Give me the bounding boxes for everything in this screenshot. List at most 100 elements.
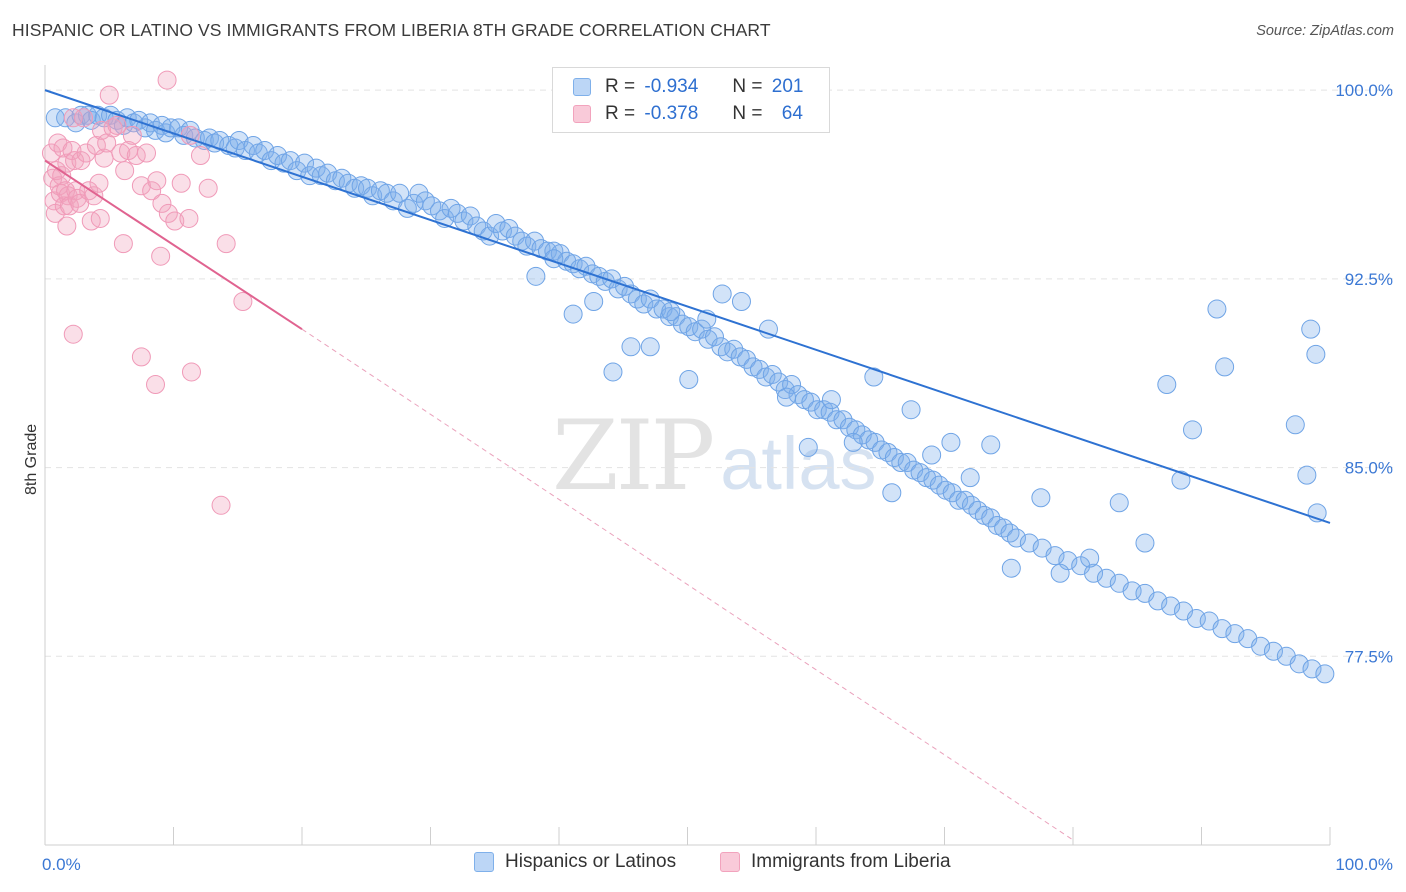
liberia-point xyxy=(181,362,201,382)
hispanic-point xyxy=(1215,357,1235,377)
hispanic-point xyxy=(994,518,1014,538)
hispanic-point xyxy=(960,468,980,488)
hispanic-point xyxy=(1109,493,1129,513)
hispanic-point xyxy=(1080,548,1100,568)
hispanic-point xyxy=(205,133,225,153)
hispanic-point xyxy=(1285,415,1305,435)
legend-n-value: 64 xyxy=(781,103,803,124)
hispanic-point xyxy=(949,490,969,510)
hispanic-point xyxy=(1171,470,1191,490)
hispanic-point xyxy=(525,231,545,251)
hispanic-point xyxy=(1050,563,1070,583)
stats-legend-row-hispanic: R = -0.934 N = 201 xyxy=(573,75,803,99)
legend-r-value: -0.934 xyxy=(644,76,699,97)
hispanic-point xyxy=(833,410,853,430)
hispanic-point xyxy=(1031,488,1051,508)
hispanic-point xyxy=(776,387,796,407)
legend-item-liberia: Immigrants from Liberia xyxy=(720,851,951,873)
hispanic-point xyxy=(634,294,654,314)
hispanic-point xyxy=(1315,664,1335,684)
hispanic-point xyxy=(961,495,981,515)
hispanic-point xyxy=(603,362,623,382)
liberia-point xyxy=(113,234,133,254)
hispanic-point xyxy=(782,375,802,395)
liberia-point xyxy=(89,173,109,193)
hispanic-point xyxy=(1084,563,1104,583)
hispanic-point xyxy=(661,302,681,322)
hispanic-point xyxy=(821,390,841,410)
y-tick-label: 77.5% xyxy=(1345,647,1393,666)
liberia-point xyxy=(122,125,142,145)
liberia-point xyxy=(57,216,77,236)
hispanic-point xyxy=(724,339,744,359)
x-tick-label-left: 0.0% xyxy=(42,855,81,874)
liberia-point xyxy=(131,347,151,367)
hispanic-point xyxy=(843,432,863,452)
hispanic-point xyxy=(441,198,461,218)
liberia-point xyxy=(115,161,135,181)
liberia-point xyxy=(131,176,151,196)
hispanic-point xyxy=(666,307,686,327)
hispanic-point xyxy=(1302,659,1322,679)
hispanic-point xyxy=(615,276,635,296)
liberia-point xyxy=(92,120,112,140)
hispanic-point xyxy=(901,400,921,420)
legend-n-value: 201 xyxy=(771,76,804,97)
y-tick-label: 100.0% xyxy=(1335,81,1393,100)
hispanic-point xyxy=(865,432,885,452)
liberia-point xyxy=(63,324,83,344)
hispanic-point xyxy=(775,380,795,400)
stats-legend-row-liberia: R = -0.378 N = 64 xyxy=(573,102,803,126)
hispanic-point xyxy=(1301,319,1321,339)
hispanic-point xyxy=(526,266,546,286)
chart-title: HISPANIC OR LATINO VS IMMIGRANTS FROM LI… xyxy=(12,20,771,40)
hispanic-point xyxy=(897,453,917,473)
hispanic-point xyxy=(255,141,275,161)
hispanic-point xyxy=(295,153,315,173)
liberia-point xyxy=(65,151,85,171)
liberia-point xyxy=(198,178,218,198)
liberia-point xyxy=(147,171,167,191)
hispanic-point xyxy=(749,359,769,379)
liberia-point xyxy=(142,181,162,201)
hispanic-point xyxy=(1135,533,1155,553)
legend-label-hispanics: Hispanics or Latinos xyxy=(505,851,677,872)
hispanic-point xyxy=(1096,568,1116,588)
liberia-point xyxy=(179,208,199,228)
trendline-liberia xyxy=(44,159,303,331)
hispanic-point xyxy=(1263,641,1283,661)
hispanic-point xyxy=(798,437,818,457)
chart-source: Source: ZipAtlas.com xyxy=(1256,23,1394,39)
hispanic-point xyxy=(1161,596,1181,616)
hispanic-point xyxy=(864,367,884,387)
liberia-point xyxy=(107,115,127,135)
liberia-point xyxy=(56,181,76,201)
hispanic-point xyxy=(1289,654,1309,674)
hispanic-point xyxy=(846,420,866,440)
hispanic-point xyxy=(981,435,1001,455)
hispanic-point xyxy=(1045,546,1065,566)
hispanic-point xyxy=(679,369,699,389)
liberia-point xyxy=(158,203,178,223)
hispanic-point xyxy=(1006,528,1026,548)
hispanic-point xyxy=(1225,624,1245,644)
hispanic-point xyxy=(71,105,91,125)
y-tick-label: 85.0% xyxy=(1345,459,1393,478)
hispanic-point xyxy=(280,151,300,171)
legend-item-hispanics: Hispanics or Latinos xyxy=(474,851,676,873)
hispanic-point xyxy=(1207,299,1227,319)
liberia-point xyxy=(233,291,253,311)
hispanic-point xyxy=(415,191,435,211)
hispanic-point xyxy=(563,304,583,324)
legend-r-value: -0.378 xyxy=(644,103,699,124)
legend-label-liberia: Immigrants from Liberia xyxy=(751,851,951,872)
liberia-point xyxy=(76,143,96,163)
legend-swatch-pink xyxy=(573,105,591,123)
liberia-point xyxy=(171,173,191,193)
hispanic-point xyxy=(882,483,902,503)
liberia-point xyxy=(67,188,87,208)
liberia-point xyxy=(211,495,231,515)
legend-swatch-blue xyxy=(573,78,591,96)
hispanic-point xyxy=(229,130,249,150)
hispanic-point xyxy=(318,163,338,183)
